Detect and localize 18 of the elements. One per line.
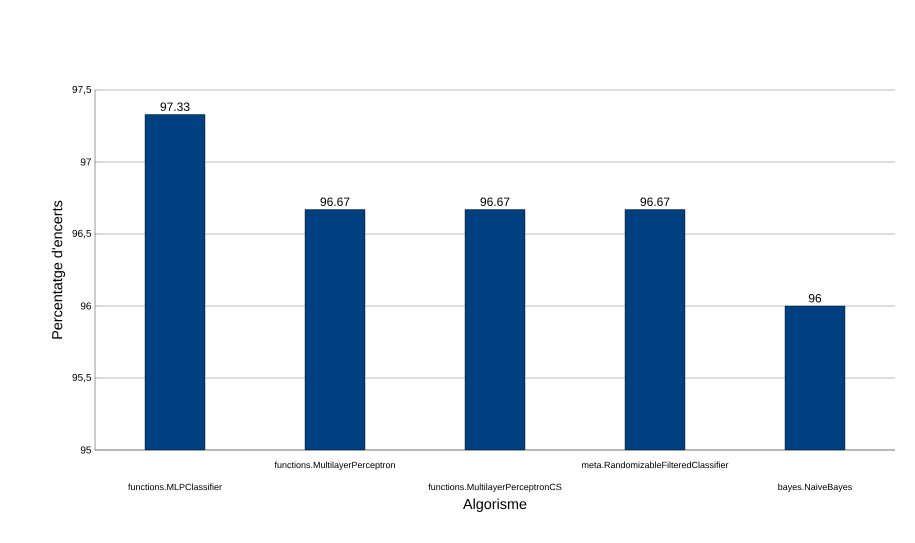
y-tick-label: 97 [80,158,91,166]
x-tick-label: functions.MultilayerPerceptronCS [428,484,562,492]
y-tick-label: 95,5 [72,374,92,382]
x-tick-label: bayes.NaiveBayes [778,484,852,492]
x-tick-label: meta.RandomizableFilteredClassifier [582,462,728,468]
x-axis-title: Algorisme [463,498,526,512]
x-tick-label: functions.MLPClassifier [128,484,222,490]
data-label: 96.67 [320,197,350,206]
y-axis-title: Percentatge d'encerts [52,200,66,339]
y-tick-label: 97,5 [72,86,92,94]
data-label: 96.67 [640,197,670,206]
data-label: 96 [808,294,822,302]
y-tick-label: 95 [80,446,92,454]
data-label: 97.33 [160,102,190,111]
data-label: 96.67 [480,197,510,206]
x-tick-label: functions.MultilayerPerceptron [274,462,395,470]
y-tick-label: 96,5 [72,230,92,238]
y-tick-label: 96 [80,302,92,310]
